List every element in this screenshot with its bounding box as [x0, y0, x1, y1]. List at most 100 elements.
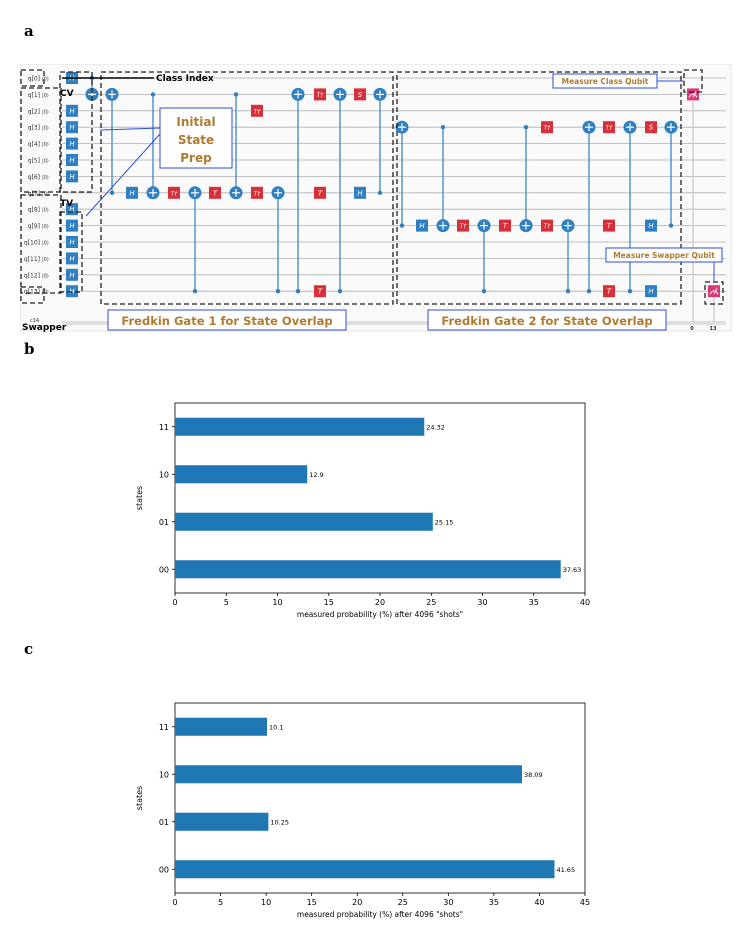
gates: HHHHHHHHHHHHHT†TT†T†T†STTHHT†TT†T†T†STTH… [66, 72, 720, 298]
qubit-init: |0⟩ [42, 142, 49, 148]
x-tick-label: 15 [324, 598, 334, 607]
measure-arc [709, 290, 719, 295]
qubit-label: q[11] [24, 256, 40, 263]
bar-value-label: 10.25 [270, 818, 289, 826]
qubit-label: q[7] [28, 190, 40, 197]
control-dot [109, 190, 115, 195]
x-tick-label: 30 [443, 898, 453, 907]
control-dot [523, 125, 529, 130]
tdg-gate [541, 219, 553, 232]
hadamard-gate-label: H [69, 255, 75, 263]
hadamard-gate [66, 219, 78, 232]
qubit-wires [20, 64, 732, 332]
x-tick-label: 15 [307, 898, 317, 907]
control-dot [440, 125, 446, 130]
tdg-gate-label: T† [317, 92, 324, 99]
control-dot [565, 289, 571, 294]
circuit-annotations: Class Index CV TV Swapper Initial State Prep Me… [20, 69, 724, 332]
x-tick-label: 0 [172, 598, 177, 607]
gate-connectors [89, 75, 715, 322]
measure-needle [692, 91, 697, 98]
hadamard-gate [66, 170, 78, 183]
t-gate [314, 186, 326, 199]
qubit-label: q[12] [24, 272, 40, 279]
hadamard-gate-label: H [419, 222, 425, 230]
hadamard-gate [66, 285, 78, 298]
control-dot [377, 190, 383, 195]
measure-needle [713, 287, 718, 295]
control-dot [275, 289, 281, 294]
hadamard-gate [66, 137, 78, 150]
tdg-gate-label: T† [544, 125, 551, 132]
control-dot [337, 289, 343, 294]
fredkin1-box [100, 71, 394, 305]
fredkin1-label-box [107, 309, 347, 331]
bar [175, 765, 523, 784]
control-dot [192, 289, 198, 294]
hadamard-gate [126, 186, 138, 199]
bar [175, 465, 308, 484]
t-gate-label: T [318, 189, 323, 197]
tdg-gate-label: T† [171, 190, 178, 197]
x-axis-label: measured probability (%) after 4096 "sho… [297, 610, 463, 619]
qubit-label: q[0] [28, 76, 40, 83]
qubit-init: |0⟩ [42, 191, 49, 197]
t-gate-label: T [318, 288, 323, 296]
panel-label-c: c [24, 640, 34, 658]
cv-label: CV [60, 89, 74, 99]
hadamard-gate [645, 219, 657, 232]
control-dot [586, 289, 592, 294]
bar-chart-c: 0 5 10 15 20 25 30 35 40 45 measured probability (… [135, 702, 590, 919]
qubit-init: |0⟩ [42, 77, 49, 83]
bar-value-label: 41.65 [556, 866, 575, 874]
qubit-init: |0⟩ [42, 159, 49, 165]
x-tick-label: 20 [352, 898, 362, 907]
hadamard-gate [416, 219, 428, 232]
tdg-gate [251, 186, 263, 199]
control-dot [150, 92, 156, 97]
hadamard-gate-label: H [69, 239, 75, 247]
initial-state-prep-label: Prep [180, 151, 212, 165]
qubit-label: q[13] [24, 289, 40, 296]
initial-state-prep-box [159, 107, 233, 169]
hadamard-gate [66, 154, 78, 166]
y-tick-label: 10 [159, 470, 169, 479]
qubit-label: q[9] [28, 223, 40, 230]
bar [175, 560, 561, 579]
tdg-gate [541, 121, 553, 134]
hadamard-gate [354, 186, 366, 199]
t-gate-label: T [213, 189, 218, 197]
x-tick-label: 10 [261, 898, 271, 907]
x-tick-label: 25 [426, 598, 436, 607]
control-dot [668, 223, 674, 228]
bar [175, 860, 555, 879]
t-gate [499, 219, 511, 232]
x-tick-label: 35 [489, 898, 499, 907]
isp-arrow [85, 133, 161, 217]
measure-arc [688, 93, 698, 98]
hadamard-gate-label: H [69, 206, 75, 214]
qubit-init: |0⟩ [42, 273, 49, 279]
bar-value-label: 38.09 [524, 771, 543, 779]
control-dot [233, 92, 239, 97]
measure-gate [708, 285, 720, 298]
isp-arrow [99, 127, 161, 131]
quantum-circuit: q[0] |0⟩q[1] |0⟩q[2] |0⟩q[3] |0⟩q[4] |0⟩q[5] |… [20, 64, 732, 332]
hadamard-gate-label: H [69, 140, 75, 148]
s-gate-label: S [649, 124, 654, 132]
tdg-gate [457, 219, 469, 232]
qubit-init: |0⟩ [42, 175, 49, 181]
x-axis-label: measured probability (%) after 4096 "sho… [297, 910, 463, 919]
t-gate-label: T [607, 222, 612, 230]
qubit-label: q[8] [28, 207, 40, 214]
hadamard-gate [66, 104, 78, 117]
swapper-box [20, 286, 45, 304]
swapper-label: Swapper [22, 323, 67, 332]
x-tick-label: 40 [534, 898, 544, 907]
hadamard-gate-label: H [69, 288, 75, 296]
tdg-gate-label: T† [460, 223, 467, 230]
tv-label: TV [60, 199, 73, 209]
s-gate [354, 88, 366, 101]
x-tick-label: 35 [529, 598, 539, 607]
measure-swapper-label-box [605, 247, 723, 263]
